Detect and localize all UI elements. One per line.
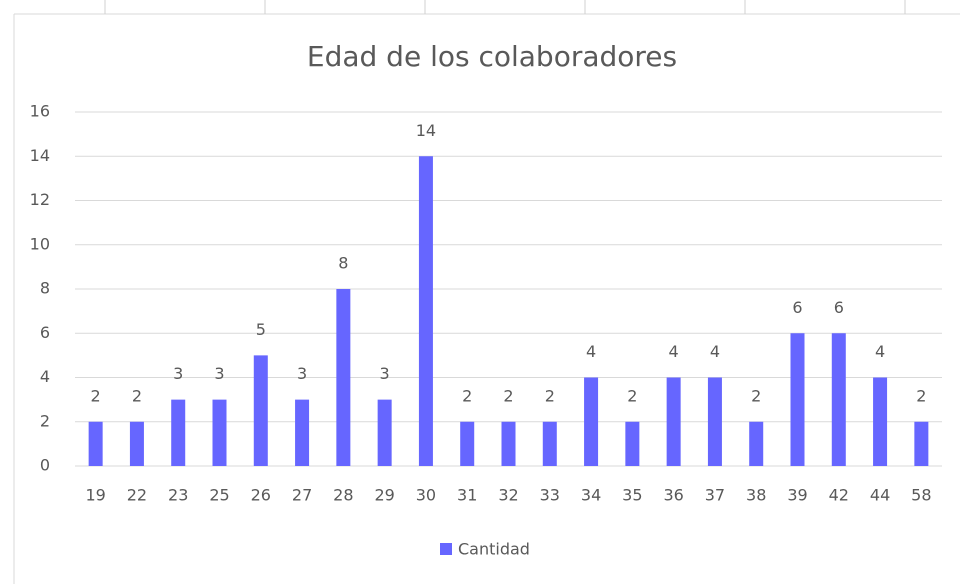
- x-tick-label: 25: [209, 486, 229, 505]
- data-label: 14: [416, 121, 436, 140]
- bar: [88, 421, 103, 466]
- legend-label: Cantidad: [458, 540, 530, 559]
- bar: [377, 399, 392, 466]
- data-label: 2: [503, 386, 513, 405]
- bar: [790, 333, 805, 466]
- bar: [666, 377, 681, 466]
- data-label: 5: [256, 320, 266, 339]
- data-label: 4: [669, 342, 679, 361]
- x-tick-label: 19: [85, 486, 105, 505]
- x-tick-label: 33: [540, 486, 560, 505]
- y-tick-label: 10: [30, 234, 50, 253]
- y-tick-label: 14: [30, 146, 50, 165]
- bar: [625, 421, 640, 466]
- bar: [460, 421, 475, 466]
- data-label: 6: [792, 298, 802, 317]
- bar: [584, 377, 599, 466]
- x-tick-label: 34: [581, 486, 601, 505]
- bar: [873, 377, 888, 466]
- bar: [418, 156, 433, 466]
- x-tick-label: 39: [787, 486, 807, 505]
- x-tick-label: 35: [622, 486, 642, 505]
- data-label: 2: [462, 386, 472, 405]
- data-label: 8: [338, 254, 348, 273]
- data-label: 2: [627, 386, 637, 405]
- y-tick-label: 4: [40, 367, 50, 386]
- data-label: 2: [91, 386, 101, 405]
- bar: [914, 421, 929, 466]
- x-tick-label: 22: [127, 486, 147, 505]
- bar: [831, 333, 846, 466]
- x-tick-label: 32: [498, 486, 518, 505]
- bar: [336, 289, 351, 466]
- chart-title: Edad de los colaboradores: [307, 40, 677, 73]
- x-tick-label: 38: [746, 486, 766, 505]
- data-label: 3: [380, 364, 390, 383]
- data-label: 6: [834, 298, 844, 317]
- x-tick-label: 58: [911, 486, 931, 505]
- bar: [542, 421, 557, 466]
- x-tick-label: 28: [333, 486, 353, 505]
- data-label: 3: [297, 364, 307, 383]
- bar: [171, 399, 186, 466]
- x-tick-label: 31: [457, 486, 477, 505]
- y-tick-label: 0: [40, 456, 50, 475]
- y-tick-label: 2: [40, 411, 50, 430]
- x-tick-label: 30: [416, 486, 436, 505]
- x-tick-label: 29: [374, 486, 394, 505]
- bar: [253, 355, 268, 466]
- x-tick-label: 37: [705, 486, 725, 505]
- bar: [295, 399, 310, 466]
- data-label: 2: [751, 386, 761, 405]
- data-label: 2: [132, 386, 142, 405]
- data-label: 3: [214, 364, 224, 383]
- x-tick-label: 42: [829, 486, 849, 505]
- data-label: 3: [173, 364, 183, 383]
- bar: [749, 421, 764, 466]
- bar: [129, 421, 144, 466]
- data-label: 2: [545, 386, 555, 405]
- bar: [501, 421, 516, 466]
- x-tick-label: 23: [168, 486, 188, 505]
- legend-swatch: [440, 543, 452, 555]
- x-tick-label: 27: [292, 486, 312, 505]
- x-tick-label: 36: [663, 486, 683, 505]
- y-tick-label: 16: [30, 102, 50, 121]
- bar: [707, 377, 722, 466]
- sheet-column-ticks: [104, 0, 906, 14]
- data-label: 4: [586, 342, 596, 361]
- y-tick-label: 6: [40, 323, 50, 342]
- data-label: 4: [875, 342, 885, 361]
- data-label: 4: [710, 342, 720, 361]
- data-label: 2: [916, 386, 926, 405]
- x-tick-label: 44: [870, 486, 890, 505]
- x-tick-label: 26: [251, 486, 271, 505]
- bar: [212, 399, 227, 466]
- y-tick-label: 8: [40, 279, 50, 298]
- y-tick-label: 12: [30, 190, 50, 209]
